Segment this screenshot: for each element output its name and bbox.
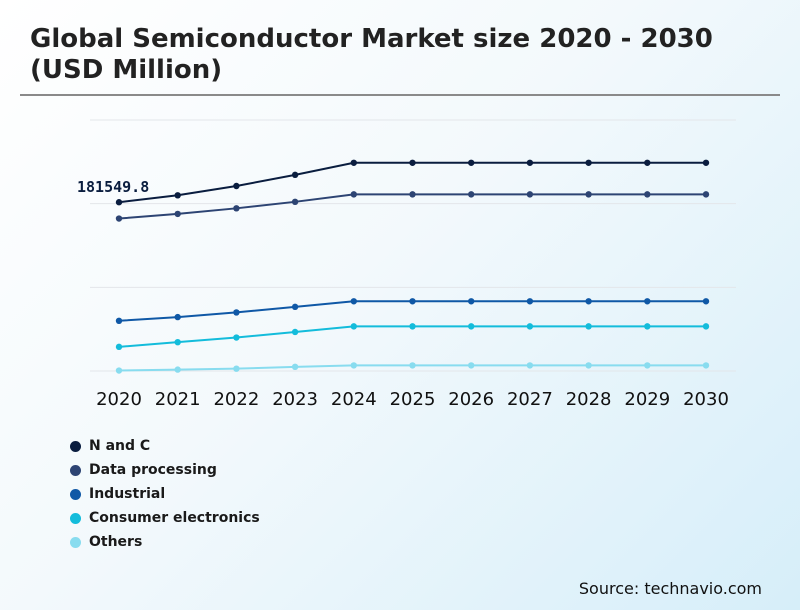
data-point — [174, 313, 181, 321]
data-point — [585, 159, 592, 166]
data-point — [115, 215, 123, 222]
data-point — [350, 159, 357, 166]
data-point — [291, 303, 299, 311]
data-point — [644, 159, 651, 166]
data-point — [115, 343, 123, 351]
legend-item: Industrial — [70, 482, 260, 506]
x-tick-label: 2028 — [566, 389, 612, 410]
data-point — [702, 323, 710, 330]
data-point — [585, 362, 592, 369]
legend-item: Others — [70, 530, 260, 554]
data-point — [468, 362, 475, 369]
data-point — [702, 159, 710, 166]
data-point — [350, 362, 357, 369]
legend-label: Industrial — [89, 486, 166, 502]
data-point — [174, 192, 181, 199]
data-point — [585, 323, 592, 330]
x-tick-label: 2023 — [272, 389, 318, 410]
data-point — [350, 191, 357, 198]
chart-title: Global Semiconductor Market size 2020 - … — [30, 24, 713, 85]
data-point — [409, 298, 416, 305]
legend-marker-icon — [70, 536, 81, 548]
data-point — [644, 323, 651, 330]
x-tick-label: 2024 — [331, 389, 377, 410]
legend-marker-icon — [70, 440, 81, 452]
data-point — [468, 323, 475, 330]
data-point — [468, 298, 475, 305]
x-tick-label: 2025 — [390, 389, 436, 410]
x-tick-label: 2029 — [624, 389, 670, 410]
series-line — [118, 193, 706, 220]
legend-label: N and C — [89, 438, 151, 454]
data-point — [644, 362, 651, 369]
legend-label: Consumer electronics — [89, 510, 260, 526]
data-point — [526, 298, 534, 305]
data-point — [291, 198, 299, 206]
x-tick-label: 2020 — [96, 389, 142, 410]
data-point — [702, 362, 710, 369]
data-point — [350, 298, 357, 305]
data-point — [409, 191, 416, 198]
source-credit: Source: technavio.com — [578, 579, 762, 598]
data-point — [702, 191, 710, 198]
legend-item: Data processing — [70, 458, 260, 482]
legend-label: Data processing — [89, 462, 217, 478]
data-point — [115, 367, 123, 374]
data-point — [174, 366, 181, 373]
data-point — [526, 362, 534, 369]
data-point — [115, 317, 123, 324]
data-point — [174, 210, 181, 218]
data-point — [468, 159, 475, 166]
data-point — [233, 182, 240, 190]
data-point — [291, 328, 299, 336]
data-point — [233, 334, 240, 341]
x-tick-label: 2030 — [683, 389, 729, 410]
title-divider — [20, 94, 780, 96]
legend-marker-icon — [70, 488, 81, 500]
legend-marker-icon — [70, 512, 81, 524]
data-point — [350, 323, 357, 330]
data-point — [644, 298, 651, 305]
data-point — [526, 159, 534, 166]
legend-item: Consumer electronics — [70, 506, 260, 530]
data-point — [115, 199, 123, 206]
data-point — [585, 298, 592, 305]
data-point — [233, 205, 240, 212]
data-point — [526, 191, 534, 198]
x-tick-label: 2021 — [155, 389, 201, 410]
data-point — [702, 298, 710, 305]
data-point — [291, 363, 299, 371]
data-point — [644, 191, 651, 198]
data-point — [409, 362, 416, 369]
x-tick-label: 2022 — [213, 389, 259, 410]
data-point — [585, 191, 592, 198]
x-tick-label: 2026 — [448, 389, 494, 410]
x-tick-label: 2027 — [507, 389, 553, 410]
chart-legend: N and C Data processing Industrial Consumer… — [70, 434, 260, 554]
data-point — [233, 365, 240, 372]
data-point — [526, 323, 534, 330]
data-label: 181549.8 — [77, 178, 149, 196]
data-point — [409, 159, 416, 166]
data-point — [291, 171, 299, 179]
data-point — [409, 323, 416, 330]
legend-item: N and C — [70, 434, 260, 458]
data-point — [468, 191, 475, 198]
line-chart: 2020 2021 2022 2023 2024 2025 2026 2027 2028 2029… — [77, 119, 736, 410]
data-point — [233, 309, 240, 316]
legend-marker-icon — [70, 464, 81, 476]
data-point — [174, 338, 181, 346]
legend-label: Others — [89, 534, 143, 550]
